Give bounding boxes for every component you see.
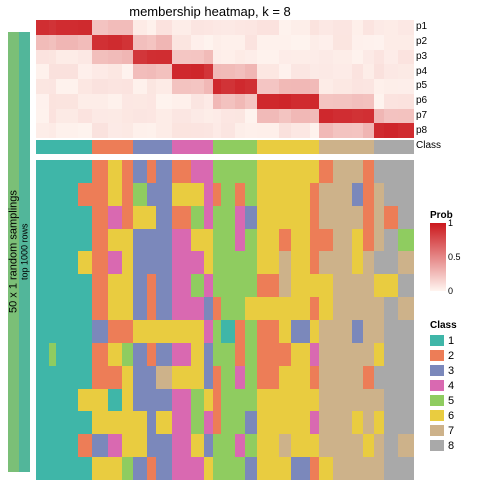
- class-strip: [36, 140, 414, 154]
- sampling-heatmap: [36, 160, 414, 480]
- class-legend-title: Class: [430, 320, 500, 331]
- row-annotation: 50 x 1 random samplingstop 1000 rows: [8, 32, 30, 472]
- heatmap-figure: membership heatmap, k = 8 50 x 1 random …: [0, 0, 504, 504]
- class-legend-items: 12345678: [430, 333, 500, 453]
- probability-heatmap: [36, 20, 414, 138]
- chart-title: membership heatmap, k = 8: [0, 4, 420, 19]
- class-strip-label: Class: [416, 140, 441, 151]
- plot-area: [36, 20, 414, 492]
- prob-legend: Prob 10.50: [430, 210, 500, 291]
- row-labels: p1p2p3p4p5p6p7p8: [416, 20, 440, 138]
- prob-ticks: 10.50: [448, 223, 478, 291]
- class-legend: Class 12345678: [430, 320, 500, 453]
- prob-gradient: 10.50: [430, 223, 446, 291]
- prob-legend-title: Prob: [430, 210, 500, 221]
